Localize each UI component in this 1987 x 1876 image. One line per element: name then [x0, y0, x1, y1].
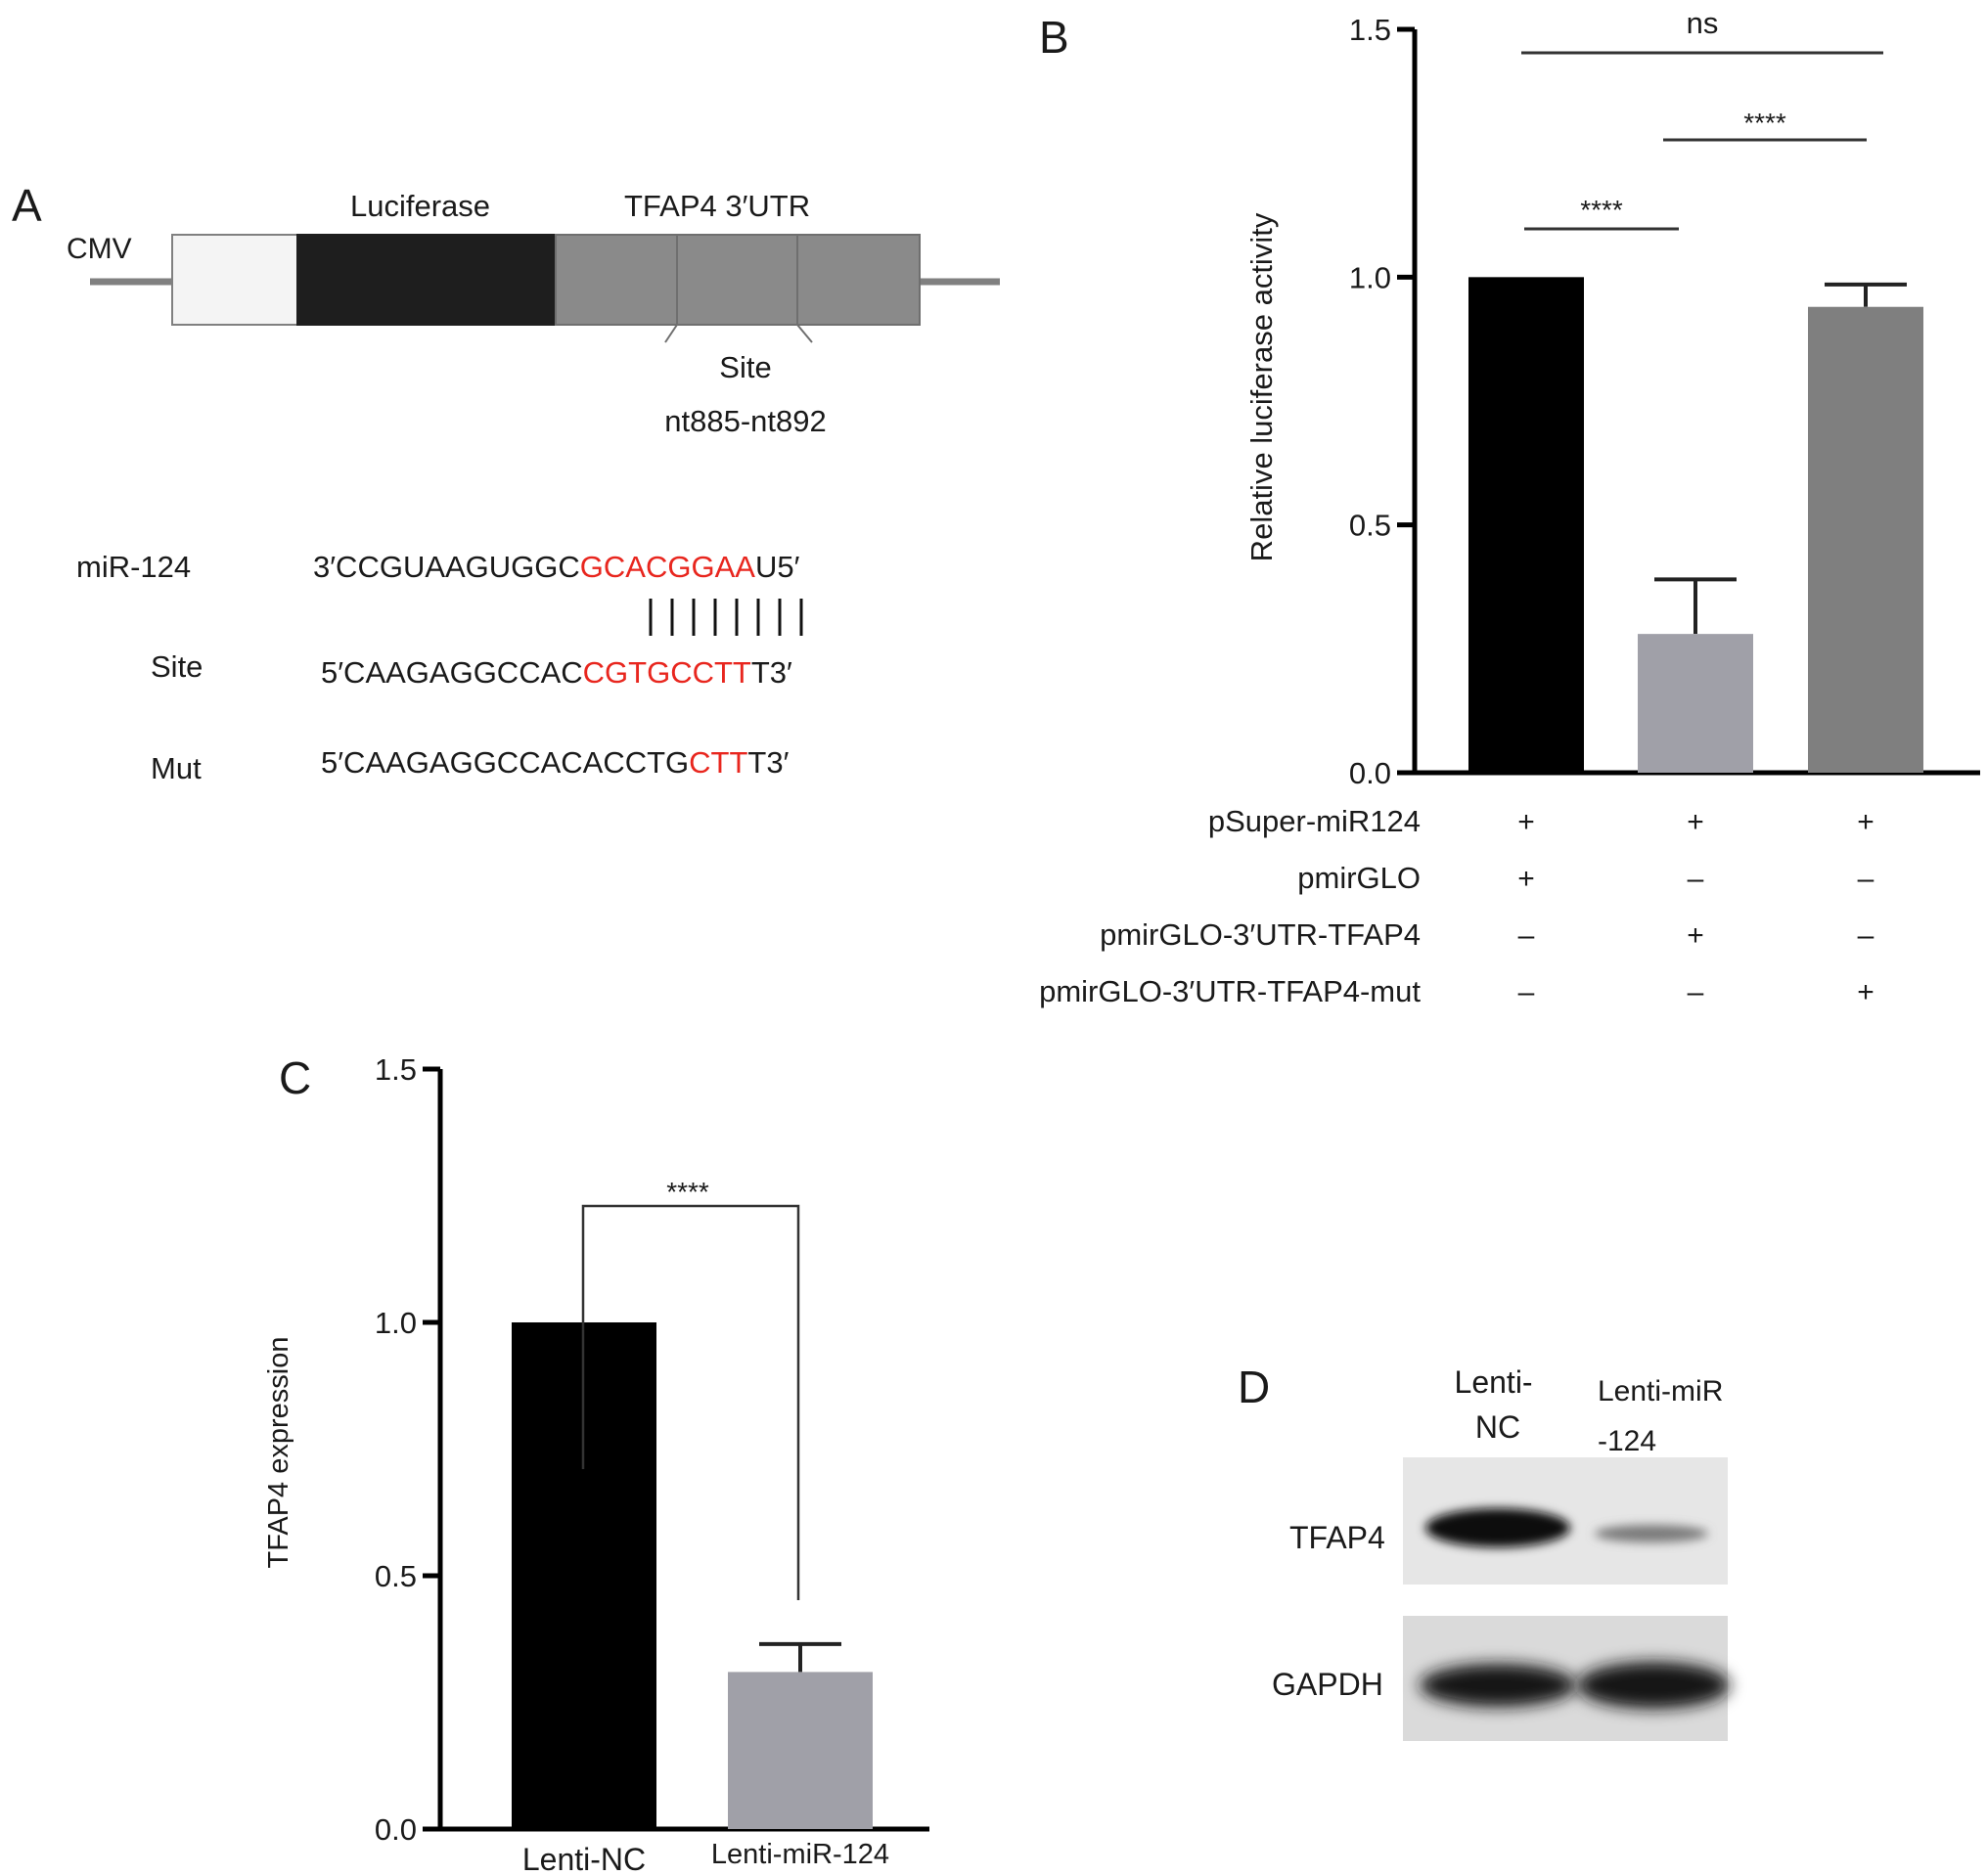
significance-label: ns — [1687, 6, 1719, 40]
utr-box — [555, 234, 921, 326]
bar — [1808, 306, 1923, 773]
y-tick-label: 0.0 — [1349, 756, 1391, 790]
seq-name-mir124: miR-124 — [76, 550, 191, 584]
category-label: Lenti-miR-124 — [711, 1839, 889, 1870]
blot-band-gapdh-label: GAPDH — [1272, 1667, 1383, 1702]
condition-mark: – — [1858, 919, 1874, 952]
cmv-box — [171, 234, 298, 326]
y-tick-label: 1.5 — [1349, 13, 1391, 47]
condition-mark: – — [1858, 863, 1874, 895]
condition-mark: + — [1687, 806, 1704, 838]
site-label: Site — [719, 350, 771, 384]
bar — [728, 1672, 873, 1829]
condition-mark: – — [1518, 919, 1535, 952]
chart-b: 0.0 0.5 1.0 1.5 Relative luciferase activity… — [1039, 6, 1980, 1008]
seq-mut: 5′CAAGAGGCCACACCTGCTTT3′ — [321, 745, 790, 780]
luciferase-box — [296, 234, 557, 326]
significance-label: **** — [1743, 108, 1786, 138]
site-tick-right — [796, 324, 813, 343]
condition-mark: – — [1518, 976, 1535, 1008]
blot-band-gapdh-lane2 — [1577, 1662, 1730, 1709]
significance-bracket — [581, 1204, 800, 1600]
significance-label: **** — [1580, 195, 1623, 225]
blot-band-tfap4-lane2 — [1595, 1525, 1708, 1542]
seq-name-mut: Mut — [151, 751, 202, 785]
bar — [1468, 277, 1584, 773]
site-range-label: nt885-nt892 — [664, 404, 826, 438]
y-tick-label: 0.5 — [375, 1559, 417, 1593]
cmv-label: CMV — [67, 233, 132, 265]
blot-band-tfap4-label: TFAP4 — [1289, 1520, 1385, 1555]
condition-label: pmirGLO — [1297, 861, 1421, 895]
panel-b-label: B — [1039, 12, 1069, 63]
condition-label: pmirGLO-3′UTR-TFAP4 — [1100, 917, 1421, 952]
blot-band-gapdh-lane1 — [1420, 1664, 1576, 1707]
y-tick-label: 1.5 — [375, 1052, 417, 1087]
panel-c-label: C — [279, 1052, 311, 1103]
utr-label: TFAP4 3′UTR — [624, 189, 810, 223]
y-tick-label: 0.5 — [1349, 509, 1391, 543]
condition-mark: – — [1688, 976, 1704, 1008]
significance-label: **** — [666, 1177, 709, 1207]
condition-mark: + — [1857, 806, 1874, 838]
condition-mark: + — [1687, 919, 1704, 952]
chart-c: 0.0 0.5 1.0 1.5 TFAP4 expression **** Lenti-NC… — [263, 1052, 929, 1876]
seq-mir124: 3′CCGUAAGUGGCGCACGGAAU5′ — [313, 550, 800, 584]
condition-mark: – — [1688, 863, 1704, 895]
condition-label: pmirGLO-3′UTR-TFAP4-mut — [1039, 974, 1421, 1008]
condition-mark: + — [1857, 976, 1874, 1008]
blot-band-tfap4-lane1 — [1425, 1508, 1570, 1547]
category-label: Lenti-NC — [522, 1842, 646, 1876]
seq-site: 5′CAAGAGGCCACCGTGCCTTT3′ — [321, 655, 792, 690]
y-axis-label: TFAP4 expression — [263, 1337, 294, 1569]
y-axis-label: Relative luciferase activity — [1244, 212, 1279, 561]
y-tick-label: 0.0 — [375, 1812, 417, 1847]
site-tick-left — [664, 324, 678, 343]
blot-lane-2-label: Lenti-miR -124 — [1598, 1375, 1732, 1457]
seq-name-site: Site — [151, 649, 203, 684]
condition-mark: + — [1517, 806, 1535, 838]
y-tick-label: 1.0 — [375, 1306, 417, 1340]
panel-a-label: A — [12, 180, 42, 231]
panel-d-label: D — [1238, 1362, 1270, 1412]
y-tick-label: 1.0 — [1349, 260, 1391, 294]
bar — [1638, 634, 1753, 773]
base-pairing-lines — [649, 599, 803, 636]
blot-lane-1-label: Lenti- NC — [1455, 1364, 1542, 1445]
condition-mark: + — [1517, 863, 1535, 895]
condition-label: pSuper-miR124 — [1208, 804, 1421, 838]
luciferase-label: Luciferase — [350, 189, 490, 223]
